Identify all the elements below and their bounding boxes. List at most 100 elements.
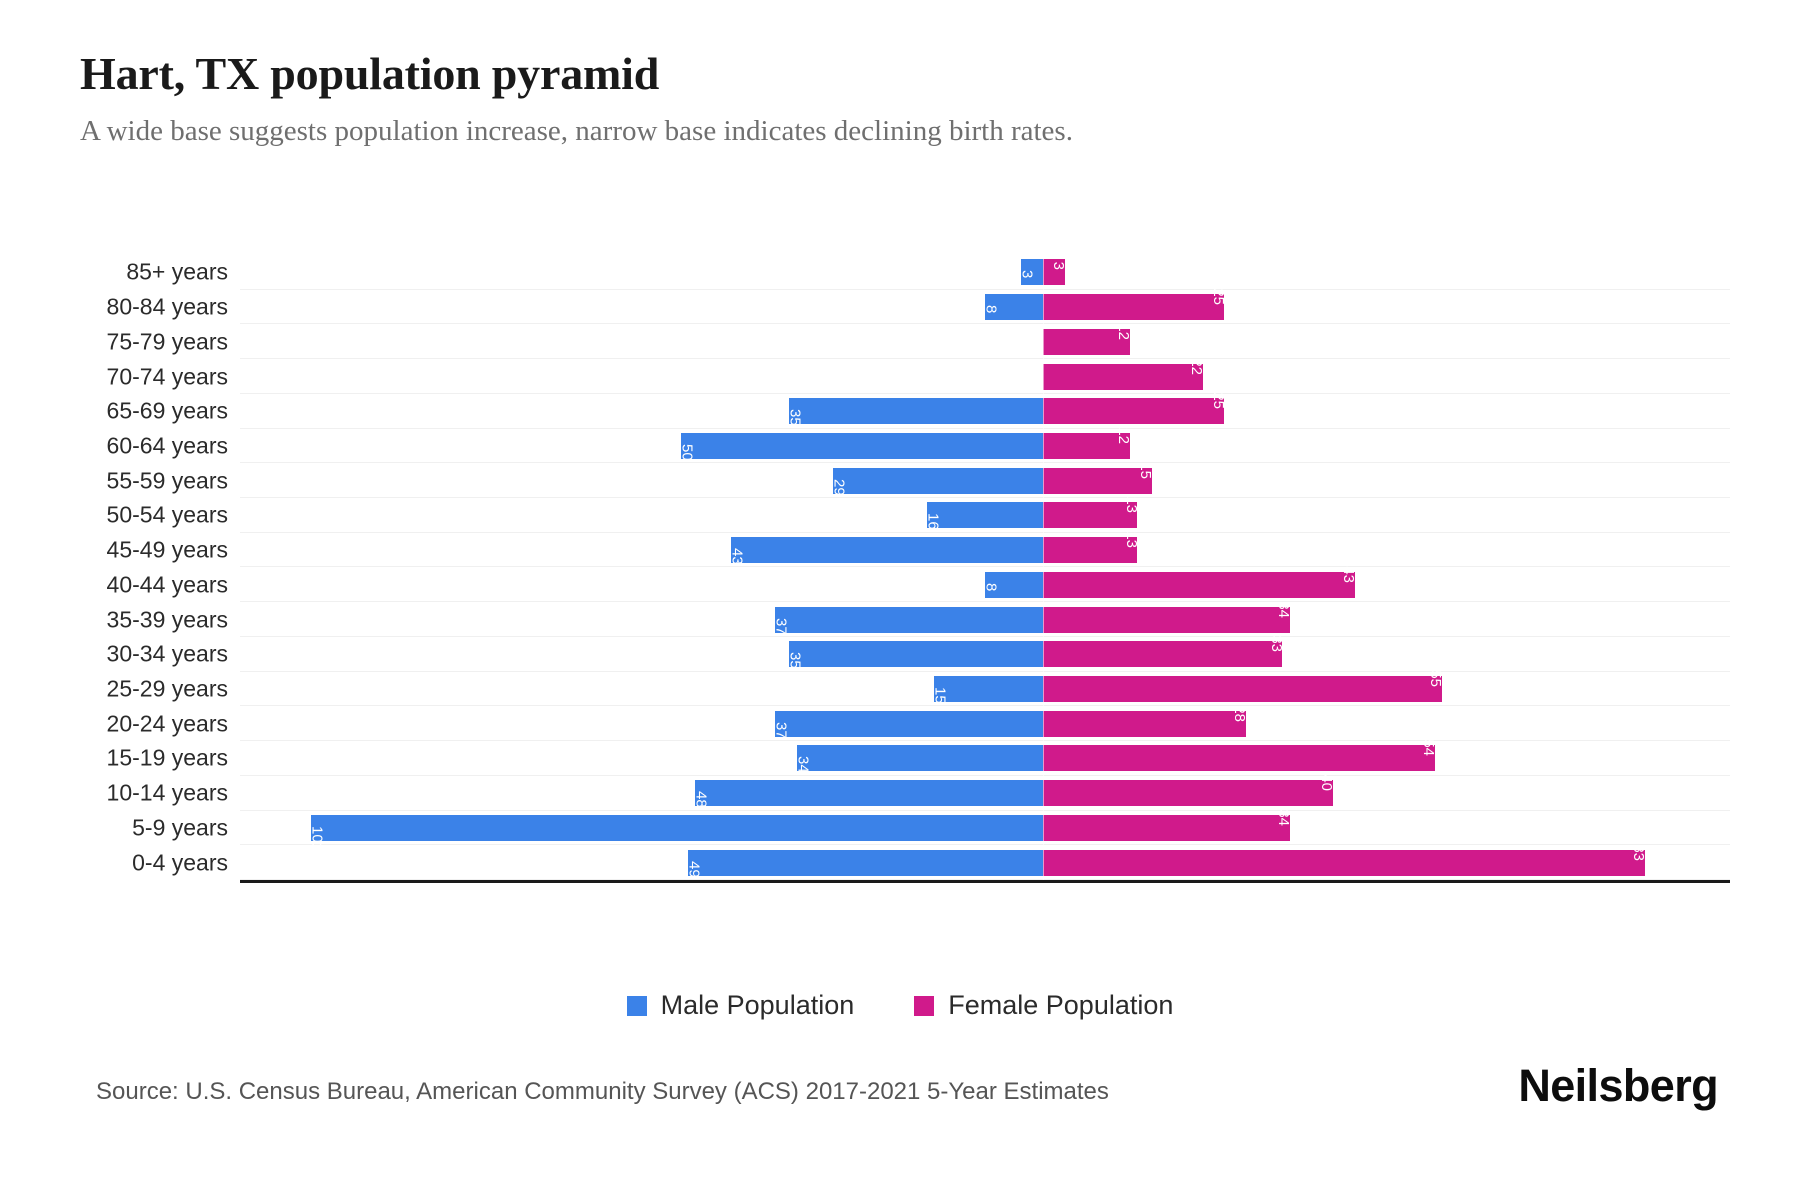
bar-male[interactable]: 35 — [786, 641, 1043, 669]
bar-female[interactable]: 55 — [1043, 670, 1444, 702]
bar-female[interactable]: 15 — [1043, 462, 1154, 494]
bar-male[interactable]: 48 — [692, 780, 1043, 808]
legend-label-female: Female Population — [948, 990, 1174, 1020]
chart-legend: Male Population Female Population — [0, 990, 1800, 1021]
pyramid-rows: 85+ years 3 3 80-84 years 8 25 75-79 years 12 70… — [0, 255, 1800, 880]
page-title: Hart, TX population pyramid — [80, 48, 660, 99]
bar-value-male: 8 — [982, 582, 1000, 592]
bar-female[interactable]: 40 — [1043, 774, 1336, 807]
y-axis-label: 45-49 years — [106, 536, 228, 563]
bar-male[interactable]: 15 — [931, 675, 1043, 704]
bar-female[interactable]: 83 — [1043, 844, 1647, 876]
y-axis-label: 10-14 years — [106, 779, 228, 806]
bar-male[interactable]: 101 — [308, 814, 1043, 851]
bar-value-female: 83 — [1630, 843, 1648, 861]
y-axis-label: 0-4 years — [132, 849, 228, 876]
bar-female[interactable]: 3 — [1043, 259, 1067, 286]
y-axis-label: 85+ years — [126, 258, 228, 285]
pyramid-row: 40-44 years 8 43 — [0, 566, 1800, 603]
pyramid-row: 60-64 years 50 12 — [0, 427, 1800, 464]
bar-male[interactable]: 8 — [982, 571, 1043, 598]
bar-value-female: 13 — [1122, 531, 1140, 549]
bar-value-male: 37 — [772, 721, 790, 739]
gridline — [240, 774, 1730, 776]
pyramid-row: 25-29 years 15 55 — [0, 670, 1800, 707]
y-axis-label: 55-59 years — [106, 467, 228, 494]
bar-male[interactable]: 34 — [794, 745, 1043, 773]
bar-value-female: 25 — [1209, 288, 1227, 306]
bar-value-female: 33 — [1267, 635, 1285, 653]
gridline — [240, 358, 1730, 360]
legend-item-female[interactable]: Female Population — [914, 990, 1173, 1021]
bar-female[interactable]: 25 — [1043, 288, 1227, 321]
bar-female[interactable]: 34 — [1043, 601, 1292, 633]
gridline — [240, 566, 1730, 568]
legend-item-male[interactable]: Male Population — [626, 990, 855, 1021]
y-axis-label: 40-44 years — [106, 571, 228, 598]
bar-female[interactable]: 43 — [1043, 566, 1357, 598]
bar-male[interactable]: 49 — [685, 849, 1043, 877]
y-axis-label: 80-84 years — [106, 293, 228, 320]
pyramid-row: 80-84 years 8 25 — [0, 288, 1800, 325]
bar-female[interactable]: 33 — [1043, 636, 1285, 668]
bar-value-female: 34 — [1275, 809, 1292, 826]
bar-female[interactable]: 13 — [1043, 497, 1140, 529]
bar-value-female: 15 — [1137, 461, 1155, 479]
pyramid-row: 85+ years 3 3 — [0, 255, 1800, 290]
y-axis-label: 15-19 years — [106, 744, 228, 771]
bar-value-male: 37 — [772, 617, 790, 635]
bar-value-male: 15 — [931, 686, 949, 704]
bar-value-male: 35 — [786, 652, 804, 669]
pyramid-row: 75-79 years 12 — [0, 323, 1800, 360]
bar-female[interactable]: 34 — [1043, 809, 1292, 841]
bar-value-male: 50 — [678, 443, 695, 461]
bar-male[interactable]: 37 — [772, 710, 1043, 739]
pyramid-row: 10-14 years 48 40 — [0, 774, 1800, 811]
center-axis-line — [1043, 255, 1044, 880]
y-axis-label: 5-9 years — [132, 814, 228, 841]
bar-female[interactable]: 13 — [1043, 531, 1140, 564]
bar-female[interactable]: 28 — [1043, 705, 1249, 737]
bar-male[interactable]: 3 — [1018, 259, 1043, 286]
gridline — [240, 670, 1730, 672]
bar-value-female: 22 — [1188, 357, 1205, 375]
bar-value-female: 43 — [1340, 566, 1358, 583]
gridline — [240, 392, 1730, 394]
bar-value-female: 34 — [1275, 600, 1292, 618]
gridline — [240, 809, 1730, 811]
bar-female[interactable]: 12 — [1043, 427, 1133, 459]
legend-label-male: Male Population — [660, 990, 855, 1020]
bar-value-female: 40 — [1318, 774, 1336, 792]
bar-female[interactable]: 54 — [1043, 740, 1437, 772]
bar-value-female: 13 — [1122, 496, 1140, 514]
bar-value-female: 28 — [1231, 705, 1249, 722]
gridline — [240, 844, 1730, 846]
bar-male[interactable]: 37 — [772, 606, 1043, 635]
bar-female[interactable]: 12 — [1043, 323, 1133, 355]
bar-female[interactable]: 22 — [1043, 358, 1205, 390]
bar-value-male: 35 — [786, 409, 804, 426]
pyramid-row: 30-34 years 35 33 — [0, 636, 1800, 672]
gridline — [240, 497, 1730, 499]
bar-male[interactable]: 43 — [729, 537, 1043, 565]
gridline — [240, 462, 1730, 464]
bar-female[interactable]: 25 — [1043, 393, 1227, 425]
bar-male[interactable]: 16 — [925, 502, 1043, 530]
bar-male[interactable]: 29 — [830, 467, 1043, 495]
y-axis-label: 75-79 years — [106, 328, 228, 355]
source-note: Source: U.S. Census Bureau, American Com… — [96, 1078, 1109, 1105]
bar-male[interactable]: 35 — [786, 398, 1043, 426]
bar-male[interactable]: 50 — [678, 432, 1043, 461]
plot-area: 85+ years 3 3 80-84 years 8 25 75-79 years 12 70… — [0, 255, 1800, 915]
bar-value-male: 3 — [1018, 270, 1036, 279]
x-axis-baseline — [240, 880, 1730, 883]
pyramid-row: 50-54 years 16 13 — [0, 497, 1800, 533]
bar-value-male: 48 — [692, 791, 710, 808]
pyramid-row: 0-4 years 49 83 — [0, 844, 1800, 880]
gridline — [240, 288, 1730, 290]
pyramid-row: 65-69 years 35 25 — [0, 393, 1800, 429]
y-axis-label: 70-74 years — [106, 363, 228, 390]
legend-swatch-male-icon — [626, 995, 647, 1016]
bar-male[interactable]: 8 — [983, 294, 1043, 321]
